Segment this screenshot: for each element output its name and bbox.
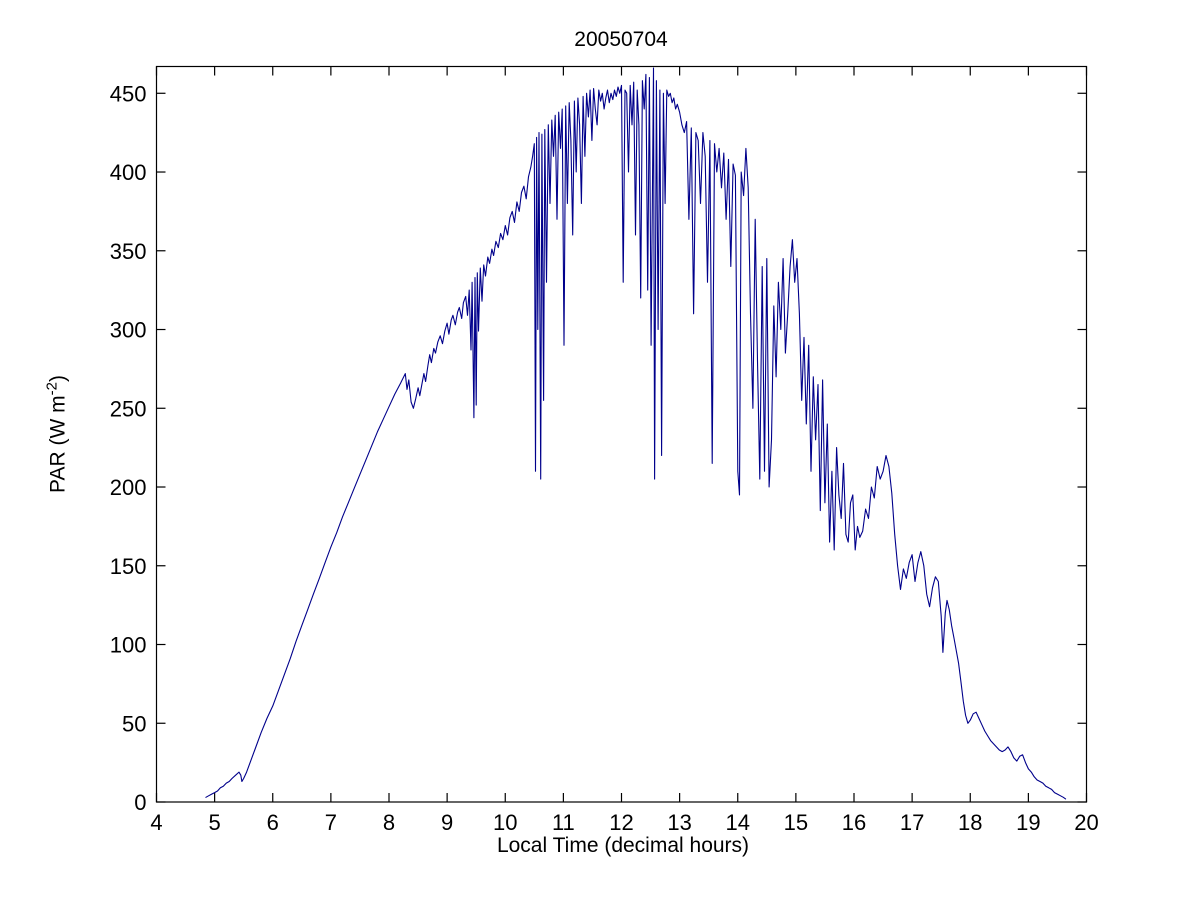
- y-axis-label-close: ): [46, 375, 70, 383]
- y-tick-label: 400: [110, 160, 147, 185]
- x-tick-label: 19: [1016, 810, 1040, 835]
- x-tick-label: 16: [842, 810, 866, 835]
- x-tick-label: 8: [383, 810, 395, 835]
- x-tick-label: 20: [1074, 810, 1098, 835]
- par-data-line: [205, 67, 1067, 800]
- x-tick-label: 17: [900, 810, 924, 835]
- x-axis-label: Local Time (decimal hours): [496, 834, 750, 857]
- x-tick-label: 9: [441, 810, 453, 835]
- x-tick-label: 18: [958, 810, 982, 835]
- chart-title: 20050704: [574, 28, 668, 51]
- y-tick-label: 0: [134, 790, 146, 815]
- x-tick-label: 14: [726, 810, 750, 835]
- y-tick-label: 450: [110, 81, 147, 106]
- y-axis-label: PAR (W m-2): [44, 375, 71, 493]
- y-tick-label: 50: [122, 711, 146, 736]
- x-tick-label: 6: [267, 810, 279, 835]
- y-axis-label-exponent: -2: [43, 382, 61, 396]
- x-tick-label: 4: [150, 810, 162, 835]
- x-tick-label: 15: [784, 810, 808, 835]
- y-tick-label: 350: [110, 239, 147, 264]
- y-tick-label: 200: [110, 475, 147, 500]
- x-tick-label: 7: [325, 810, 337, 835]
- x-tick-label: 10: [493, 810, 517, 835]
- y-axis-label-text: PAR (W m: [46, 395, 70, 493]
- y-tick-label: 250: [110, 396, 147, 421]
- x-tick-label: 13: [667, 810, 691, 835]
- y-tick-label: 300: [110, 318, 147, 343]
- x-tick-label: 5: [209, 810, 221, 835]
- axes-frame: [155, 65, 1088, 803]
- x-tick-label: 12: [609, 810, 633, 835]
- y-tick-label: 150: [110, 554, 147, 579]
- y-tick-label: 100: [110, 633, 147, 658]
- axis-tick-labels: 4 5 6 7 8 9 10 11 12 13 14 15 16 17 18 19 20050100150200…: [110, 81, 1099, 835]
- axis-ticks: [155, 66, 1088, 803]
- x-tick-label: 11: [552, 810, 575, 835]
